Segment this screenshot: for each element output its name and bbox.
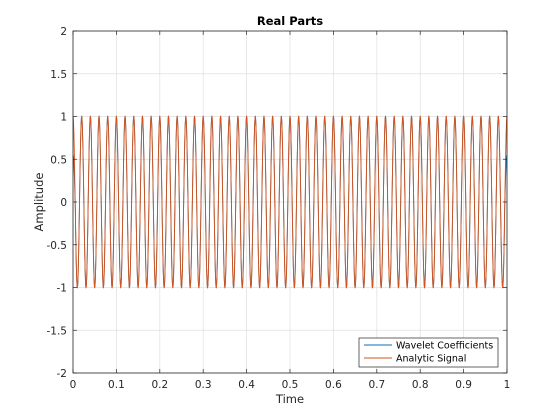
x-tick-label: 0.9 (455, 379, 472, 391)
x-tick-label: 0.6 (325, 379, 342, 391)
y-axis-label: Amplitude (32, 173, 46, 232)
y-tick-label: -1 (57, 283, 67, 295)
legend-box (358, 337, 499, 368)
y-tick-label: 2 (60, 26, 67, 38)
x-tick-label: 0.8 (412, 379, 429, 391)
chart-title: Real Parts (257, 14, 323, 28)
legend-entry-analytic-signal: Analytic Signal (396, 354, 466, 365)
x-tick-label: 0.3 (195, 379, 212, 391)
legend-entry-wavelet-coefficients: Wavelet Coefficients (396, 341, 493, 352)
series-line-1 (72, 115, 508, 289)
x-tick-label: 0.5 (282, 379, 299, 391)
y-tick-label: 0 (60, 197, 67, 209)
x-tick-label: 0 (70, 379, 77, 391)
x-tick-labels: 0 0.1 0.2 0.3 0.4 0.5 0.6 0.7 0.8 0.9 1 (70, 379, 511, 391)
x-tick-label: 1 (504, 379, 511, 391)
tick-marks (72, 30, 508, 374)
y-tick-label: -1.5 (47, 325, 68, 337)
y-tick-label: 0.5 (50, 154, 67, 166)
y-tick-label: -2 (57, 368, 67, 380)
x-axis-label: Time (275, 392, 304, 406)
x-tick-label: 0.7 (368, 379, 385, 391)
y-tick-labels: -2 -1.5 -1 -0.5 0 0.5 1 1.5 2 (47, 26, 68, 380)
y-tick-label: 1.5 (50, 69, 67, 81)
x-tick-label: 0.2 (151, 379, 168, 391)
y-tick-label: -0.5 (47, 240, 68, 252)
x-tick-label: 0.1 (108, 379, 125, 391)
x-tick-label: 0.4 (238, 379, 255, 391)
plot-area (72, 115, 508, 289)
legend: Wavelet Coefficients Analytic Signal (358, 337, 499, 368)
y-tick-label: 1 (60, 112, 67, 124)
